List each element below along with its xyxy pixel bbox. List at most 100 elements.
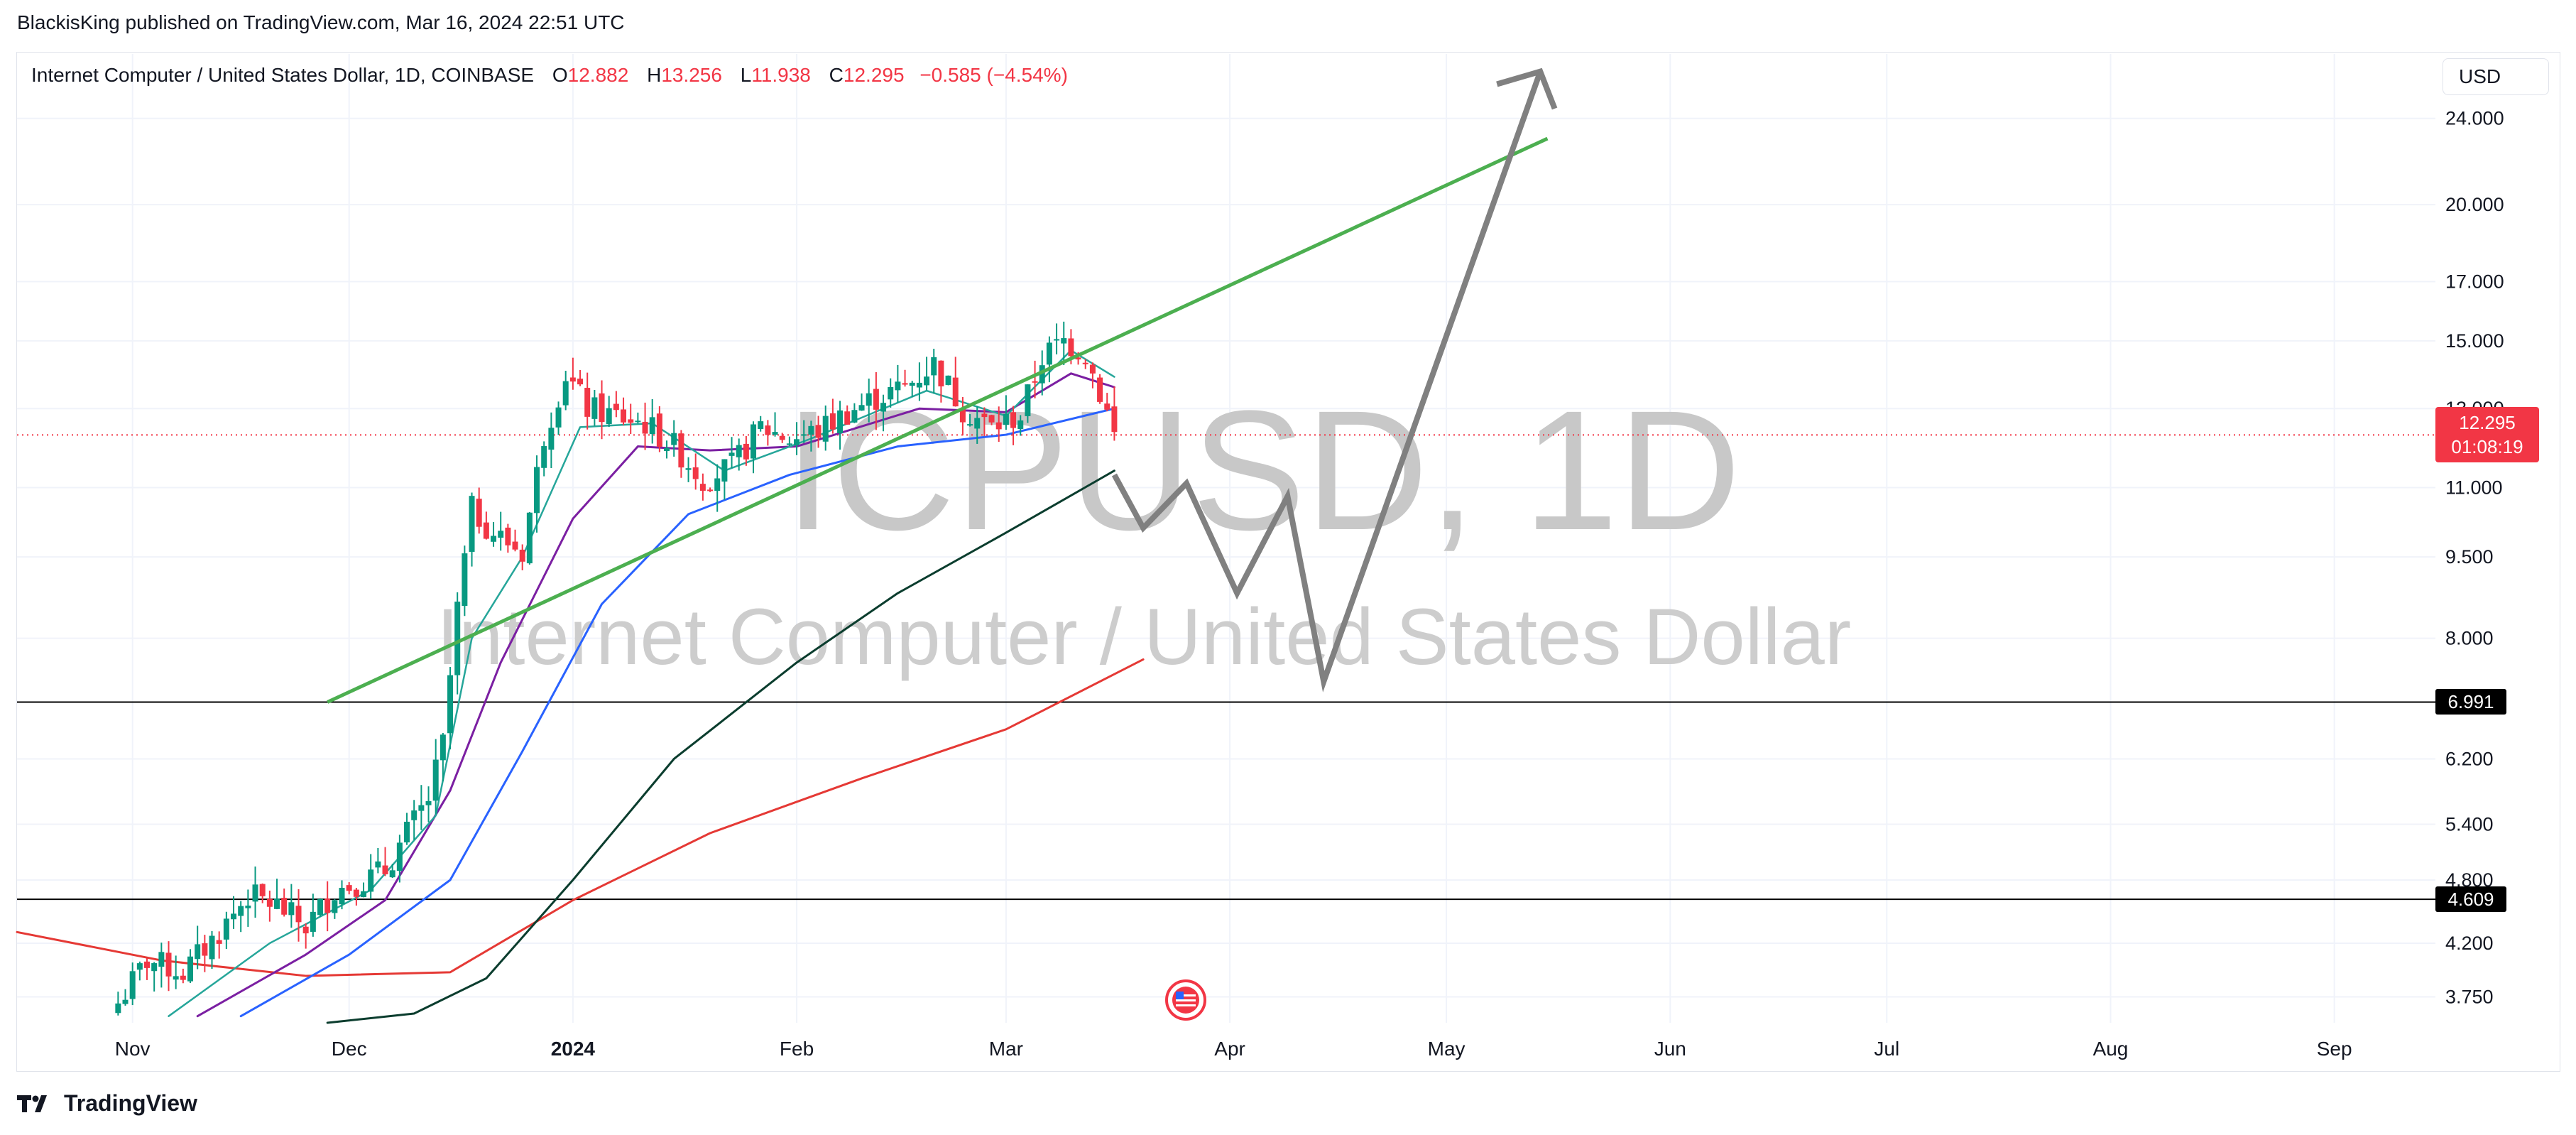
x-tick-label: Jun	[1654, 1038, 1686, 1060]
candle-body	[974, 418, 981, 429]
candle-body	[353, 889, 359, 897]
x-tick-label: Aug	[2093, 1038, 2129, 1060]
candle-body	[1032, 381, 1038, 383]
candle-body	[245, 906, 251, 908]
legend-low: 11.938	[751, 64, 811, 86]
tradingview-logo[interactable]: TradingView	[17, 1090, 197, 1117]
candle-body	[562, 381, 569, 406]
candle-body	[281, 898, 288, 915]
candle-body	[606, 408, 612, 425]
candle-body	[599, 393, 605, 423]
candle-body	[505, 527, 511, 545]
candle-body	[938, 360, 944, 386]
x-tick-label: Jul	[1874, 1038, 1899, 1060]
candle-body	[368, 869, 374, 892]
candle-body	[880, 403, 887, 412]
ohlc-legend: Internet Computer / United States Dollar…	[31, 64, 1068, 87]
candle-body	[721, 459, 728, 482]
candle-body	[295, 906, 302, 923]
candle-body	[837, 410, 844, 433]
candle-body	[1046, 342, 1052, 365]
candle-body	[144, 961, 151, 968]
ema-teal-line	[168, 349, 1115, 1017]
candle-body	[621, 409, 627, 423]
y-tick-label: 9.500	[2445, 546, 2494, 568]
candle-body	[743, 443, 749, 460]
candle-body	[642, 421, 648, 434]
candle-body	[310, 911, 316, 932]
candle-body	[389, 870, 395, 878]
ema-blue-line	[239, 407, 1115, 1018]
projection-path	[1111, 70, 1544, 693]
currency-button[interactable]: USD	[2443, 58, 2549, 95]
y-tick-label: 5.400	[2445, 814, 2494, 835]
candle-body	[180, 975, 186, 980]
candle-body	[1075, 357, 1081, 360]
y-tick-label: 11.000	[2445, 477, 2503, 498]
candle-body	[1010, 412, 1017, 428]
candle-body	[534, 467, 540, 514]
candle-body	[346, 885, 352, 891]
candle-body	[959, 408, 966, 423]
candle-body	[613, 403, 619, 411]
last-price-value: 12.295	[2459, 412, 2516, 434]
candle-body	[223, 918, 229, 940]
candle-body	[339, 887, 345, 905]
candle-body	[187, 956, 194, 982]
candle-body	[924, 376, 930, 386]
candle-body	[158, 952, 165, 967]
candle-body	[628, 419, 634, 423]
candle-body	[425, 800, 432, 805]
candle-body	[858, 405, 865, 411]
grid-lines	[17, 54, 2435, 1023]
trendline	[327, 136, 1549, 704]
candle-body	[541, 446, 547, 468]
candle-body	[751, 424, 757, 459]
watermark-ticker: ICPUSD, 1D	[785, 375, 1741, 565]
candle-body	[577, 379, 584, 385]
candle-body	[1097, 377, 1103, 402]
x-tick-label: 2024	[551, 1038, 596, 1060]
x-tick-label: Sep	[2317, 1038, 2352, 1060]
y-tick-label: 15.000	[2445, 330, 2504, 352]
candle-body	[967, 424, 973, 426]
candle-body	[274, 898, 280, 909]
candle-body	[469, 496, 475, 552]
candle-body	[165, 952, 172, 977]
y-tick-label: 24.000	[2445, 108, 2504, 129]
horizontal-levels	[17, 434, 2506, 901]
candle-body	[591, 397, 598, 419]
candle-body	[584, 388, 591, 417]
x-tick-label: Apr	[1214, 1038, 1245, 1060]
candle-body	[317, 898, 324, 916]
y-tick-label: 8.000	[2445, 628, 2494, 649]
candle-body	[195, 944, 201, 960]
candle-body	[548, 428, 555, 450]
candle-body	[332, 900, 338, 913]
candle-body	[129, 971, 136, 999]
candle-body	[1054, 339, 1060, 341]
y-tick-label: 3.750	[2445, 986, 2494, 1007]
flag-icon[interactable]	[1165, 979, 1206, 1021]
candle-body	[772, 432, 778, 435]
candle-body	[931, 357, 937, 376]
candle-body	[873, 389, 879, 410]
candle-body	[411, 810, 417, 820]
last-price-tag: 12.295 01:08:19	[2435, 407, 2539, 463]
candle-body	[758, 421, 764, 430]
candle-body	[1104, 403, 1110, 410]
x-tick-label: May	[1428, 1038, 1466, 1060]
candle-body	[635, 420, 641, 423]
y-tick-label: 20.000	[2445, 194, 2504, 215]
candle-body	[916, 382, 922, 388]
candle-body	[808, 425, 814, 435]
candle-body	[491, 536, 497, 542]
candle-body	[302, 926, 309, 934]
candle-body	[692, 467, 699, 479]
candle-body	[375, 861, 381, 868]
time-axis: Nov Dec 2024 Feb Mar Apr May Jun Jul Aug Sep	[115, 1038, 2352, 1060]
x-tick-label: Feb	[780, 1038, 814, 1060]
candle-body	[440, 734, 446, 761]
candle-body	[122, 999, 129, 1004]
